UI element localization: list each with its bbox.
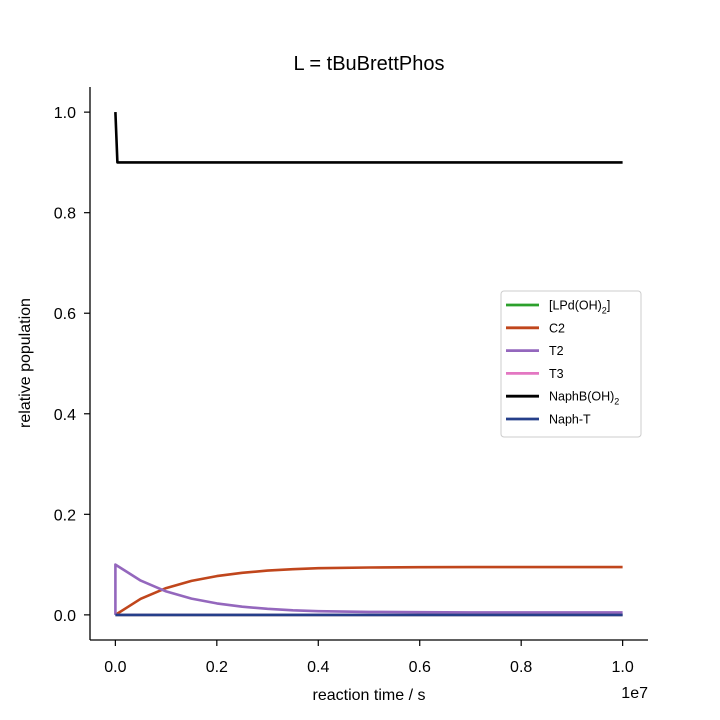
- y-ticks: 0.0 0.2 0.4 0.6 0.8 1.0: [54, 105, 90, 625]
- x-tick-label: 0.2: [206, 659, 228, 676]
- y-axis-label: relative population: [17, 298, 34, 428]
- legend-label-lpd-oh-2: [LPd(OH)2]: [549, 299, 610, 316]
- legend-label-naphb-oh-2: NaphB(OH)2: [549, 390, 619, 407]
- series-line-naphb-oh-2: [114, 112, 623, 164]
- legend-label-c2: C2: [549, 321, 565, 335]
- series-layer: [114, 112, 623, 617]
- plot-area: 0.0 0.2 0.4 0.6 0.8 1.0 0.0 0.2 0.4 0.6 0.8 1.0: [54, 87, 648, 676]
- x-axis-label: reaction time / s: [313, 687, 426, 704]
- series-line-t2: [114, 563, 623, 615]
- x-tick-label: 0.6: [409, 659, 431, 676]
- chart-title: L = tBuBrettPhos: [293, 53, 444, 75]
- y-tick-label: 0.6: [54, 306, 76, 323]
- x-tick-label: 1.0: [612, 659, 634, 676]
- legend-entries: [LPd(OH)2] C2 T2 T3 NaphB(OH)2 Naph-T: [506, 299, 619, 427]
- y-tick-label: 0.0: [54, 608, 76, 625]
- series-line-c2: [114, 565, 623, 616]
- x-ticks: 0.0 0.2 0.4 0.6 0.8 1.0: [104, 640, 634, 676]
- legend-label-naph-t: Naph-T: [549, 413, 591, 427]
- y-tick-label: 0.2: [54, 507, 76, 524]
- legend: [LPd(OH)2] C2 T2 T3 NaphB(OH)2 Naph-T: [500, 290, 642, 438]
- legend-label-t2: T2: [549, 344, 564, 358]
- x-tick-label: 0.4: [307, 659, 329, 676]
- x-tick-label: 0.8: [510, 659, 532, 676]
- y-tick-label: 0.4: [54, 407, 76, 424]
- legend-label-t3: T3: [549, 367, 564, 381]
- y-tick-label: 0.8: [54, 206, 76, 223]
- y-tick-label: 1.0: [54, 105, 76, 122]
- x-axis-offset-label: 1e7: [621, 685, 648, 702]
- x-tick-label: 0.0: [104, 659, 126, 676]
